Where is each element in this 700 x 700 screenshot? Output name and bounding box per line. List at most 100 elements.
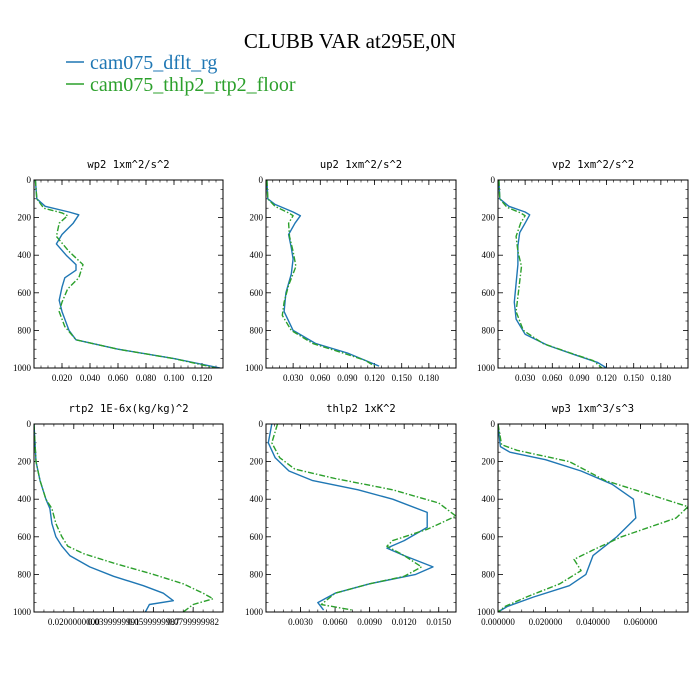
plot-frame	[265, 179, 457, 369]
x-tick-label: 0.000000	[481, 617, 515, 627]
y-tick-label: 1000	[13, 607, 32, 617]
series-line-0	[266, 180, 380, 367]
y-tick-label: 400	[250, 250, 264, 260]
y-tick-label: 400	[18, 494, 32, 504]
y-tick-label: 600	[250, 288, 264, 298]
y-tick-label: 800	[250, 569, 264, 579]
x-tick-label: 0.100	[164, 373, 185, 383]
x-tick-label: 0.120	[596, 373, 617, 383]
y-tick-label: 200	[18, 213, 32, 223]
series-line-0	[34, 180, 221, 368]
y-tick-label: 800	[482, 569, 496, 579]
x-tick-label: 0.060000	[624, 617, 658, 627]
y-tick-label: 800	[18, 325, 32, 335]
x-tick-label: 0.060	[310, 373, 331, 383]
panels: wp2 1xm^2/s^2 0 200 400 600 800 1000 0.020 0.040…	[13, 159, 689, 627]
series-line-0	[498, 180, 607, 368]
x-tick-label: 0.030	[283, 373, 304, 383]
panel-title: rtp2 1E-6x(kg/kg)^2	[68, 403, 188, 415]
y-tick-label: 400	[482, 494, 496, 504]
x-tick-label: 0.120	[364, 373, 385, 383]
y-tick-label: 400	[482, 250, 496, 260]
series-line-1	[498, 424, 688, 612]
panel-title: wp3 1xm^3/s^3	[552, 403, 634, 415]
legend-label-0: cam075_dflt_rg	[90, 52, 217, 74]
series-line-1	[266, 180, 375, 367]
series-line-0	[267, 424, 434, 611]
x-tick-label: 0.040	[80, 373, 101, 383]
panel-0: wp2 1xm^2/s^2 0 200 400 600 800 1000 0.020 0.040…	[13, 159, 224, 383]
x-tick-label: 0.180	[419, 373, 440, 383]
panel-3: rtp2 1E-6x(kg/kg)^2 0 200 400 600 800 1000 0.02…	[13, 403, 224, 627]
y-tick-label: 600	[482, 532, 496, 542]
x-tick-label: 0.150	[392, 373, 413, 383]
y-tick-label: 0	[259, 175, 264, 185]
legend: cam075_dflt_rg cam075_thlp2_rtp2_floor	[66, 52, 296, 96]
plot-frame	[33, 423, 224, 613]
x-tick-label: 0.0399999991	[88, 617, 140, 627]
y-tick-label: 200	[250, 457, 264, 467]
series-group	[34, 424, 214, 612]
plot-frame	[265, 423, 457, 613]
y-tick-label: 200	[482, 213, 496, 223]
y-tick-label: 1000	[245, 363, 264, 373]
plot-frame	[33, 179, 224, 369]
y-tick-label: 0	[27, 419, 32, 429]
y-tick-label: 600	[18, 532, 32, 542]
legend-label-1: cam075_thlp2_rtp2_floor	[90, 74, 296, 96]
y-tick-label: 800	[250, 325, 264, 335]
figure-title: CLUBB VAR at295E,0N	[244, 29, 456, 53]
panel-title: vp2 1xm^2/s^2	[552, 159, 634, 171]
series-group	[34, 180, 221, 368]
x-tick-label: 0.120	[192, 373, 213, 383]
panel-title: up2 1xm^2/s^2	[320, 159, 402, 171]
x-tick-label: 0.090	[569, 373, 590, 383]
x-tick-label: 0.0060	[323, 617, 348, 627]
y-tick-label: 1000	[477, 607, 496, 617]
x-tick-label: 0.0599999987	[127, 617, 179, 627]
x-tick-label: 0.040000	[576, 617, 610, 627]
plot-frame	[497, 179, 689, 369]
y-tick-label: 600	[250, 532, 264, 542]
x-tick-label: 0.0030	[288, 617, 313, 627]
y-tick-label: 600	[482, 288, 496, 298]
y-tick-label: 0	[491, 175, 496, 185]
y-tick-label: 1000	[245, 607, 264, 617]
x-tick-label: 0.0200000000	[48, 617, 100, 627]
panel-2: vp2 1xm^2/s^2 0 200 400 600 800 1000 0.030 0.060…	[477, 159, 689, 383]
y-tick-label: 200	[482, 457, 496, 467]
y-tick-label: 400	[250, 494, 264, 504]
x-tick-label: 0.090	[337, 373, 358, 383]
series-group	[498, 180, 607, 368]
series-group	[267, 424, 456, 611]
plot-frame	[497, 423, 689, 613]
x-tick-label: 0.020000	[529, 617, 563, 627]
series-line-1	[498, 180, 603, 368]
panel-1: up2 1xm^2/s^2 0 200 400 600 800 1000 0.030 0.060…	[245, 159, 457, 383]
series-line-0	[498, 424, 637, 612]
x-tick-label: 0.0799999982	[167, 617, 219, 627]
series-line-1	[34, 424, 214, 612]
y-tick-label: 1000	[13, 363, 32, 373]
panel-title: wp2 1xm^2/s^2	[87, 159, 169, 171]
x-tick-label: 0.0120	[392, 617, 417, 627]
y-tick-label: 800	[18, 569, 32, 579]
series-line-1	[34, 180, 217, 368]
y-tick-label: 800	[482, 325, 496, 335]
y-tick-label: 0	[27, 175, 32, 185]
x-tick-label: 0.0090	[357, 617, 382, 627]
y-tick-label: 600	[18, 288, 32, 298]
x-tick-label: 0.060	[108, 373, 129, 383]
x-tick-label: 0.0150	[426, 617, 451, 627]
x-tick-label: 0.180	[651, 373, 672, 383]
panel-4: thlp2 1xK^2 0 200 400 600 800 1000 0.0030 0.0060…	[245, 403, 457, 627]
series-line-1	[271, 424, 456, 611]
y-tick-label: 0	[259, 419, 264, 429]
y-tick-label: 200	[250, 213, 264, 223]
series-group	[266, 180, 380, 367]
y-tick-label: 200	[18, 457, 32, 467]
series-group	[498, 424, 688, 612]
x-tick-label: 0.080	[136, 373, 157, 383]
